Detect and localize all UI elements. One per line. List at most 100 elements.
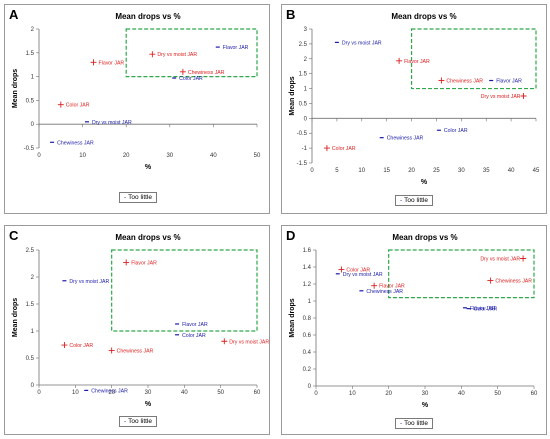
x-tick-label: 0: [37, 153, 41, 159]
x-tick-label: 15: [383, 168, 390, 174]
data-label: Color JAR: [346, 268, 370, 274]
data-label: Flavor JAR: [182, 322, 208, 328]
data-label: Dry vs moist JAR: [481, 94, 521, 100]
x-tick-label: 20: [123, 153, 130, 159]
x-tick-label: 50: [254, 153, 261, 159]
data-label: Dry vs moist JAR: [157, 52, 197, 58]
scatter-chart: Mean drops vs %-0.500.511.520 10 20 30 40 50%…: [12, 12, 261, 171]
x-tick-label: 10: [79, 153, 86, 159]
data-point-plus: [90, 59, 97, 66]
x-tick-label: 40: [508, 168, 515, 174]
y-tick-label: 1.4: [303, 265, 312, 271]
data-label: Color JAR: [444, 128, 468, 134]
data-label: Color JAR: [179, 76, 203, 82]
data-point-plus: [179, 68, 186, 75]
x-tick-label: 30: [166, 153, 173, 159]
x-axis-label: %: [145, 401, 152, 408]
chart-title: Mean drops vs %: [392, 233, 457, 242]
legend: - Too little: [119, 416, 158, 427]
data-point-plus: [338, 266, 345, 273]
chart-panel-a: A Mean drops vs % -0.5 0 0.5 1 1.5 2 0 10 20 30 40 5…: [4, 4, 270, 214]
legend-label: Too little: [128, 418, 153, 425]
y-tick-label: 2: [31, 27, 35, 33]
panel-letter: C: [9, 228, 19, 243]
data-point-plus: [61, 342, 68, 349]
x-axis-label: %: [421, 179, 428, 186]
panel-letter: D: [286, 228, 296, 243]
data-point-plus: [520, 93, 527, 99]
y-axis-label: Mean drops: [12, 298, 19, 337]
chart-title: Mean drops vs %: [115, 233, 180, 242]
legend-label: Too little: [404, 197, 429, 204]
x-axis-label: %: [422, 402, 429, 409]
scatter-chart: Mean drops vs %-1.5-1-0.500.511.522.530 5…: [289, 12, 540, 186]
y-tick-label: 2.5: [299, 42, 308, 48]
chart-panel-c: C Mean drops vs % 0 0.5 1 1.5 2 2.5 0 10 20 30 40 50…: [4, 225, 270, 435]
x-tick-label: 0: [314, 391, 318, 397]
y-tick-label: 2: [304, 57, 308, 63]
x-tick-label: 35: [483, 168, 490, 174]
target-region-box: [125, 28, 258, 78]
y-tick-label: 1.5: [299, 72, 308, 78]
chart-title: Mean drops vs %: [115, 12, 180, 21]
data-point-plus: [520, 255, 527, 262]
data-label: Dry vs moist JAR: [342, 40, 382, 46]
target-region-box: [111, 249, 258, 332]
data-label: Chewiness JAR: [117, 348, 154, 354]
y-tick-label: 2.5: [26, 248, 35, 254]
data-label: Dry vs moist JAR: [480, 257, 520, 263]
data-label: Chewiness JAR: [446, 79, 483, 85]
target-region-box: [388, 249, 535, 299]
y-tick-label: 0: [31, 383, 35, 389]
x-tick-label: 30: [458, 168, 465, 174]
y-tick-label: 3: [304, 27, 308, 33]
data-point-plus: [149, 51, 156, 58]
data-label: Flavor JAR: [131, 260, 157, 266]
legend-marker-icon: -: [124, 194, 127, 201]
data-label: Flavor JAR: [223, 45, 249, 51]
y-tick-label: -0.5: [297, 131, 308, 137]
data-point-plus: [123, 259, 130, 266]
data-point-plus: [323, 145, 330, 152]
data-label: Flavor JAR: [470, 306, 496, 312]
y-tick-label: 0: [304, 116, 308, 122]
data-label: Color JAR: [182, 333, 206, 339]
y-tick-label: 0.2: [303, 367, 312, 373]
legend-label: Too little: [404, 420, 429, 427]
x-tick-label: 10: [358, 168, 365, 174]
x-tick-label: 20: [385, 391, 392, 397]
data-label: Flavor JAR: [99, 60, 125, 66]
data-label: Flavor JAR: [379, 284, 405, 290]
x-tick-label: 40: [181, 390, 188, 396]
x-tick-label: 25: [433, 168, 440, 174]
y-tick-label: 0: [308, 384, 312, 390]
data-point-plus: [108, 347, 115, 354]
data-label: Color JAR: [69, 343, 93, 349]
scatter-chart: Mean drops vs % 0 0.5 1 1.5 2 2.5 0 10 20 30 40 50 60…: [12, 233, 269, 408]
data-point-plus: [487, 277, 494, 284]
y-tick-label: 0.6: [303, 333, 312, 339]
chart-title: Mean drops vs %: [391, 12, 456, 21]
x-tick-label: 50: [494, 391, 501, 397]
x-tick-label: 30: [145, 390, 152, 396]
y-tick-label: 0: [31, 122, 35, 128]
y-axis-label: Mean drops: [289, 298, 296, 337]
data-label: Chewiness JAR: [91, 388, 128, 394]
chart-panel-d: D Mean drops vs % 0 0.2 0.4 0.6 0.8 1 1.2 1.4 1.6…: [281, 225, 547, 435]
y-tick-label: 1.5: [26, 51, 35, 57]
y-tick-label: 1.6: [303, 248, 312, 254]
x-tick-label: 60: [254, 390, 261, 396]
y-tick-label: 0.5: [26, 356, 35, 362]
data-label: Chewiness JAR: [387, 136, 424, 142]
x-tick-label: 40: [210, 153, 217, 159]
data-point-plus: [57, 101, 64, 108]
x-tick-label: 5: [335, 168, 339, 174]
y-tick-label: 0.5: [299, 101, 308, 107]
data-label: Dry vs moist JAR: [343, 272, 383, 278]
data-label: Flavor JAR: [404, 59, 430, 65]
y-tick-label: 1.2: [303, 282, 312, 288]
x-tick-label: 50: [217, 390, 224, 396]
legend: - Too little: [395, 195, 434, 206]
x-tick-label: 30: [422, 391, 429, 397]
scatter-chart: Mean drops vs % 0 0.2 0.4 0.6 0.8 1 1.2 1.4 1.6 0 1…: [289, 233, 538, 409]
